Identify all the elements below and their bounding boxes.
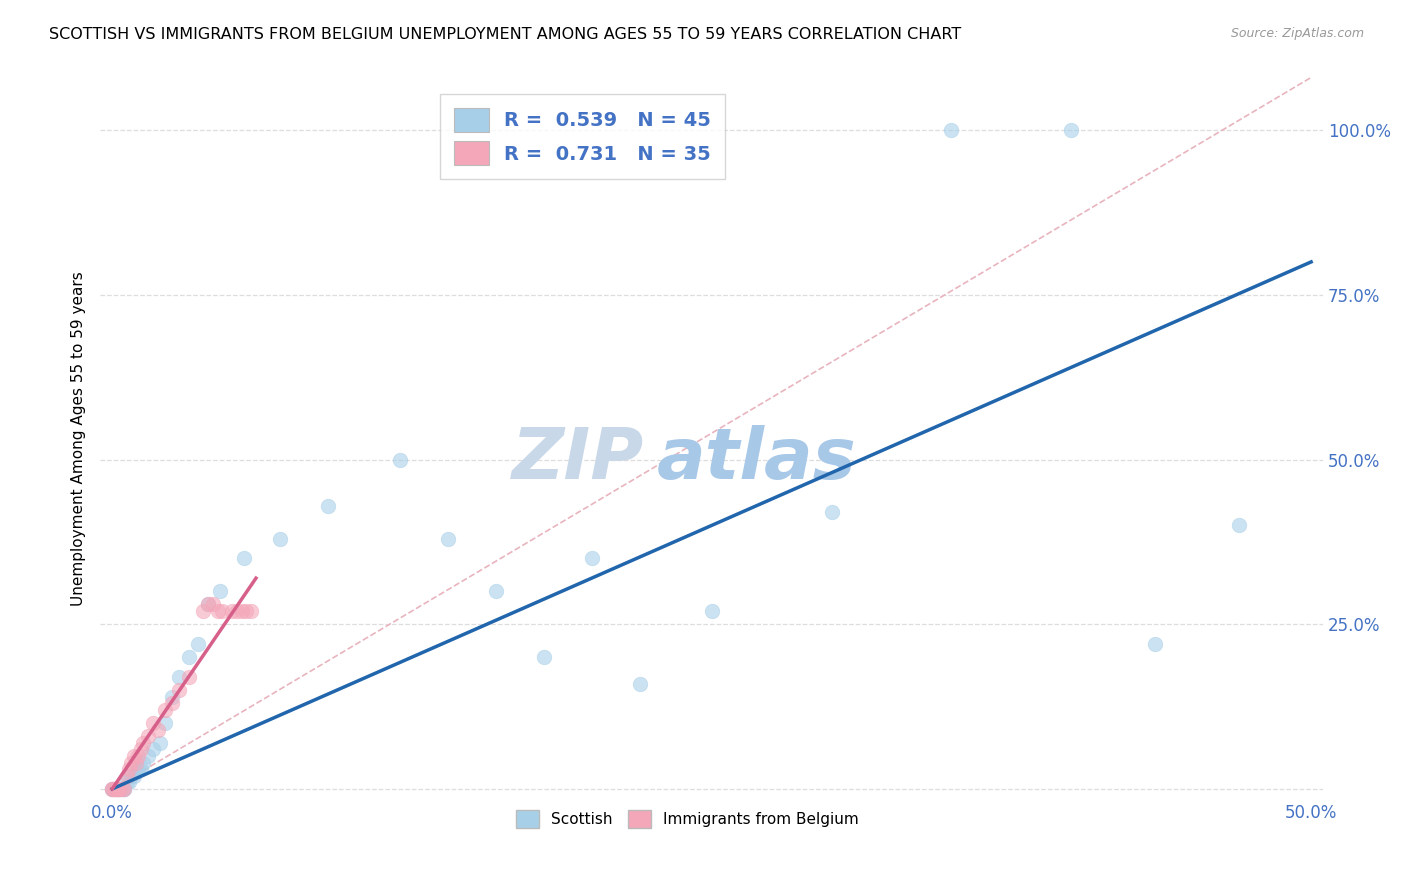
Point (146, 723, 169, 737)
Point (118, 762, 141, 776)
Point (108, 781, 131, 796)
Point (136, 749, 159, 764)
Text: atlas: atlas (657, 425, 856, 494)
Point (101, 781, 124, 796)
Point (1060, 123, 1083, 137)
Point (316, 499, 339, 513)
Point (142, 742, 165, 756)
Point (101, 781, 124, 796)
Text: Source: ZipAtlas.com: Source: ZipAtlas.com (1230, 27, 1364, 40)
Point (197, 598, 219, 612)
Point (101, 781, 124, 796)
Point (128, 749, 150, 764)
Point (235, 604, 257, 618)
Point (115, 769, 138, 783)
Point (125, 756, 148, 770)
Point (269, 532, 291, 546)
Point (167, 683, 190, 698)
Point (105, 781, 128, 796)
Point (103, 781, 125, 796)
Point (129, 762, 152, 776)
Point (118, 775, 141, 789)
Point (103, 781, 125, 796)
Point (177, 650, 200, 665)
Point (201, 598, 224, 612)
Point (240, 604, 263, 618)
Point (485, 584, 508, 599)
Point (160, 690, 183, 704)
Point (1144, 637, 1167, 651)
Point (132, 756, 155, 770)
Point (941, 123, 963, 137)
Point (153, 716, 176, 731)
Point (128, 762, 150, 776)
Point (1227, 518, 1250, 533)
Point (120, 756, 142, 770)
Point (437, 532, 460, 546)
Point (125, 765, 148, 780)
Point (187, 637, 209, 651)
Point (120, 769, 142, 783)
Point (628, 676, 651, 690)
Point (231, 604, 253, 618)
Point (211, 604, 233, 618)
Point (115, 775, 138, 789)
Point (142, 716, 165, 731)
Legend: Scottish, Immigrants from Belgium: Scottish, Immigrants from Belgium (509, 804, 865, 835)
Point (112, 781, 135, 796)
Point (122, 749, 145, 764)
Point (225, 604, 247, 618)
Point (160, 696, 183, 710)
Point (233, 551, 256, 566)
Point (700, 604, 723, 618)
Text: ZIP: ZIP (512, 425, 644, 494)
Point (101, 781, 124, 796)
Point (388, 452, 411, 467)
Point (108, 781, 131, 796)
Text: SCOTTISH VS IMMIGRANTS FROM BELGIUM UNEMPLOYMENT AMONG AGES 55 TO 59 YEARS CORRE: SCOTTISH VS IMMIGRANTS FROM BELGIUM UNEM… (49, 27, 962, 42)
Point (112, 781, 135, 796)
Point (149, 736, 172, 750)
Point (207, 604, 229, 618)
Point (167, 670, 190, 684)
Point (129, 742, 152, 756)
Point (111, 781, 134, 796)
Point (105, 781, 128, 796)
Point (177, 670, 200, 684)
Point (197, 598, 219, 612)
Y-axis label: Unemployment Among Ages 55 to 59 years: Unemployment Among Ages 55 to 59 years (72, 271, 86, 606)
Point (108, 781, 131, 796)
Point (111, 781, 134, 796)
Point (103, 781, 125, 796)
Point (820, 505, 842, 519)
Point (221, 604, 243, 618)
Point (111, 781, 134, 796)
Point (122, 769, 145, 783)
Point (153, 703, 176, 717)
Point (105, 781, 128, 796)
Point (136, 729, 159, 743)
Point (103, 781, 125, 796)
Point (533, 650, 555, 665)
Point (208, 584, 231, 599)
Point (193, 604, 215, 618)
Point (581, 551, 603, 566)
Point (108, 781, 131, 796)
Point (132, 736, 155, 750)
Point (112, 781, 135, 796)
Point (105, 781, 128, 796)
